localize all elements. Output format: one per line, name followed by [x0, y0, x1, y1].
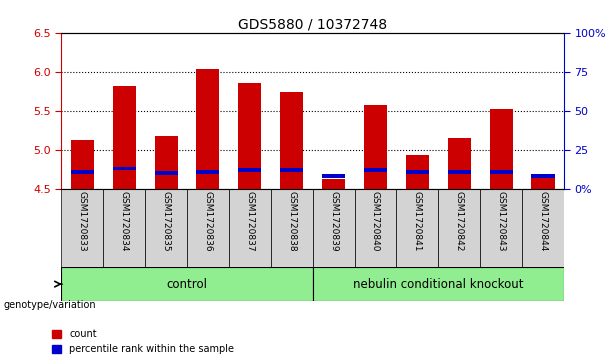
Bar	[196, 170, 219, 174]
Bar	[522, 189, 564, 267]
Bar	[447, 170, 471, 174]
Bar	[280, 168, 303, 172]
Bar	[154, 171, 178, 175]
Bar	[322, 179, 345, 189]
Bar	[196, 69, 219, 189]
Legend: count, percentile rank within the sample: count, percentile rank within the sample	[48, 326, 238, 358]
Bar	[364, 105, 387, 189]
Bar	[531, 177, 555, 189]
Text: nebulin conditional knockout: nebulin conditional knockout	[353, 278, 524, 291]
Text: GSM1720837: GSM1720837	[245, 191, 254, 252]
Bar	[229, 189, 271, 267]
Bar	[271, 189, 313, 267]
Bar	[364, 168, 387, 172]
Bar	[154, 136, 178, 189]
Text: control: control	[167, 278, 207, 291]
Bar	[145, 189, 187, 267]
Text: GSM1720841: GSM1720841	[413, 191, 422, 252]
Bar	[490, 109, 512, 189]
Bar	[490, 170, 512, 174]
Bar	[113, 86, 135, 189]
Bar	[406, 170, 429, 174]
Bar	[61, 267, 313, 301]
Text: GSM1720843: GSM1720843	[497, 191, 506, 252]
Text: GSM1720842: GSM1720842	[455, 191, 464, 252]
Bar	[238, 168, 261, 172]
Bar	[397, 189, 438, 267]
Text: GSM1720840: GSM1720840	[371, 191, 380, 252]
Bar	[322, 174, 345, 178]
Text: genotype/variation: genotype/variation	[3, 300, 96, 310]
Bar	[113, 167, 135, 171]
Bar	[70, 140, 94, 189]
Bar	[531, 174, 555, 178]
Text: GSM1720833: GSM1720833	[78, 191, 87, 252]
Bar	[238, 83, 261, 189]
Bar	[354, 189, 397, 267]
Bar	[447, 138, 471, 189]
Bar	[313, 267, 564, 301]
Text: GSM1720836: GSM1720836	[204, 191, 213, 252]
Title: GDS5880 / 10372748: GDS5880 / 10372748	[238, 17, 387, 32]
Bar	[70, 170, 94, 174]
Bar	[406, 155, 429, 189]
Bar	[480, 189, 522, 267]
Bar	[313, 189, 354, 267]
Text: GSM1720834: GSM1720834	[120, 191, 129, 252]
Bar	[280, 92, 303, 189]
Text: GSM1720838: GSM1720838	[287, 191, 296, 252]
Text: GSM1720844: GSM1720844	[538, 191, 547, 252]
Text: GSM1720839: GSM1720839	[329, 191, 338, 252]
Bar	[61, 189, 103, 267]
Bar	[103, 189, 145, 267]
Text: GSM1720835: GSM1720835	[161, 191, 170, 252]
Bar	[187, 189, 229, 267]
Bar	[438, 189, 480, 267]
